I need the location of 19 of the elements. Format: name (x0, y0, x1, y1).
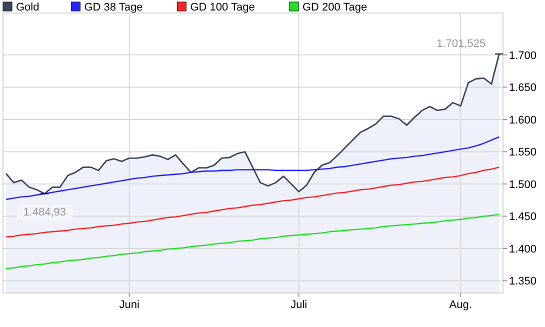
y-tick-label: 1.550 (509, 146, 537, 159)
legend-label: GD 200 Tage (302, 2, 368, 14)
x-tick-label: Juli (290, 299, 308, 311)
y-tick-label: 1.600 (509, 114, 537, 126)
annotation: 1.484,93 (23, 206, 66, 219)
y-tick-label: 1.400 (509, 243, 537, 256)
line-series (5, 136, 500, 200)
x-tick-label: Juni (119, 299, 140, 311)
annotation: 1.701,525 (436, 38, 486, 50)
y-tick-label: 1.350 (509, 276, 537, 288)
legend-label: GD 38 Tage (84, 2, 143, 14)
x-tick-label: Aug. (449, 299, 472, 311)
y-tick-label: 1.450 (509, 211, 537, 224)
legend-label: Gold (16, 2, 40, 14)
line-series (5, 166, 500, 238)
y-tick-label: 1.650 (509, 82, 537, 94)
y-tick-label: 1.700 (509, 50, 537, 62)
legend-label: GD 100 Tage (190, 2, 255, 14)
y-tick-label: 1.500 (509, 178, 537, 191)
